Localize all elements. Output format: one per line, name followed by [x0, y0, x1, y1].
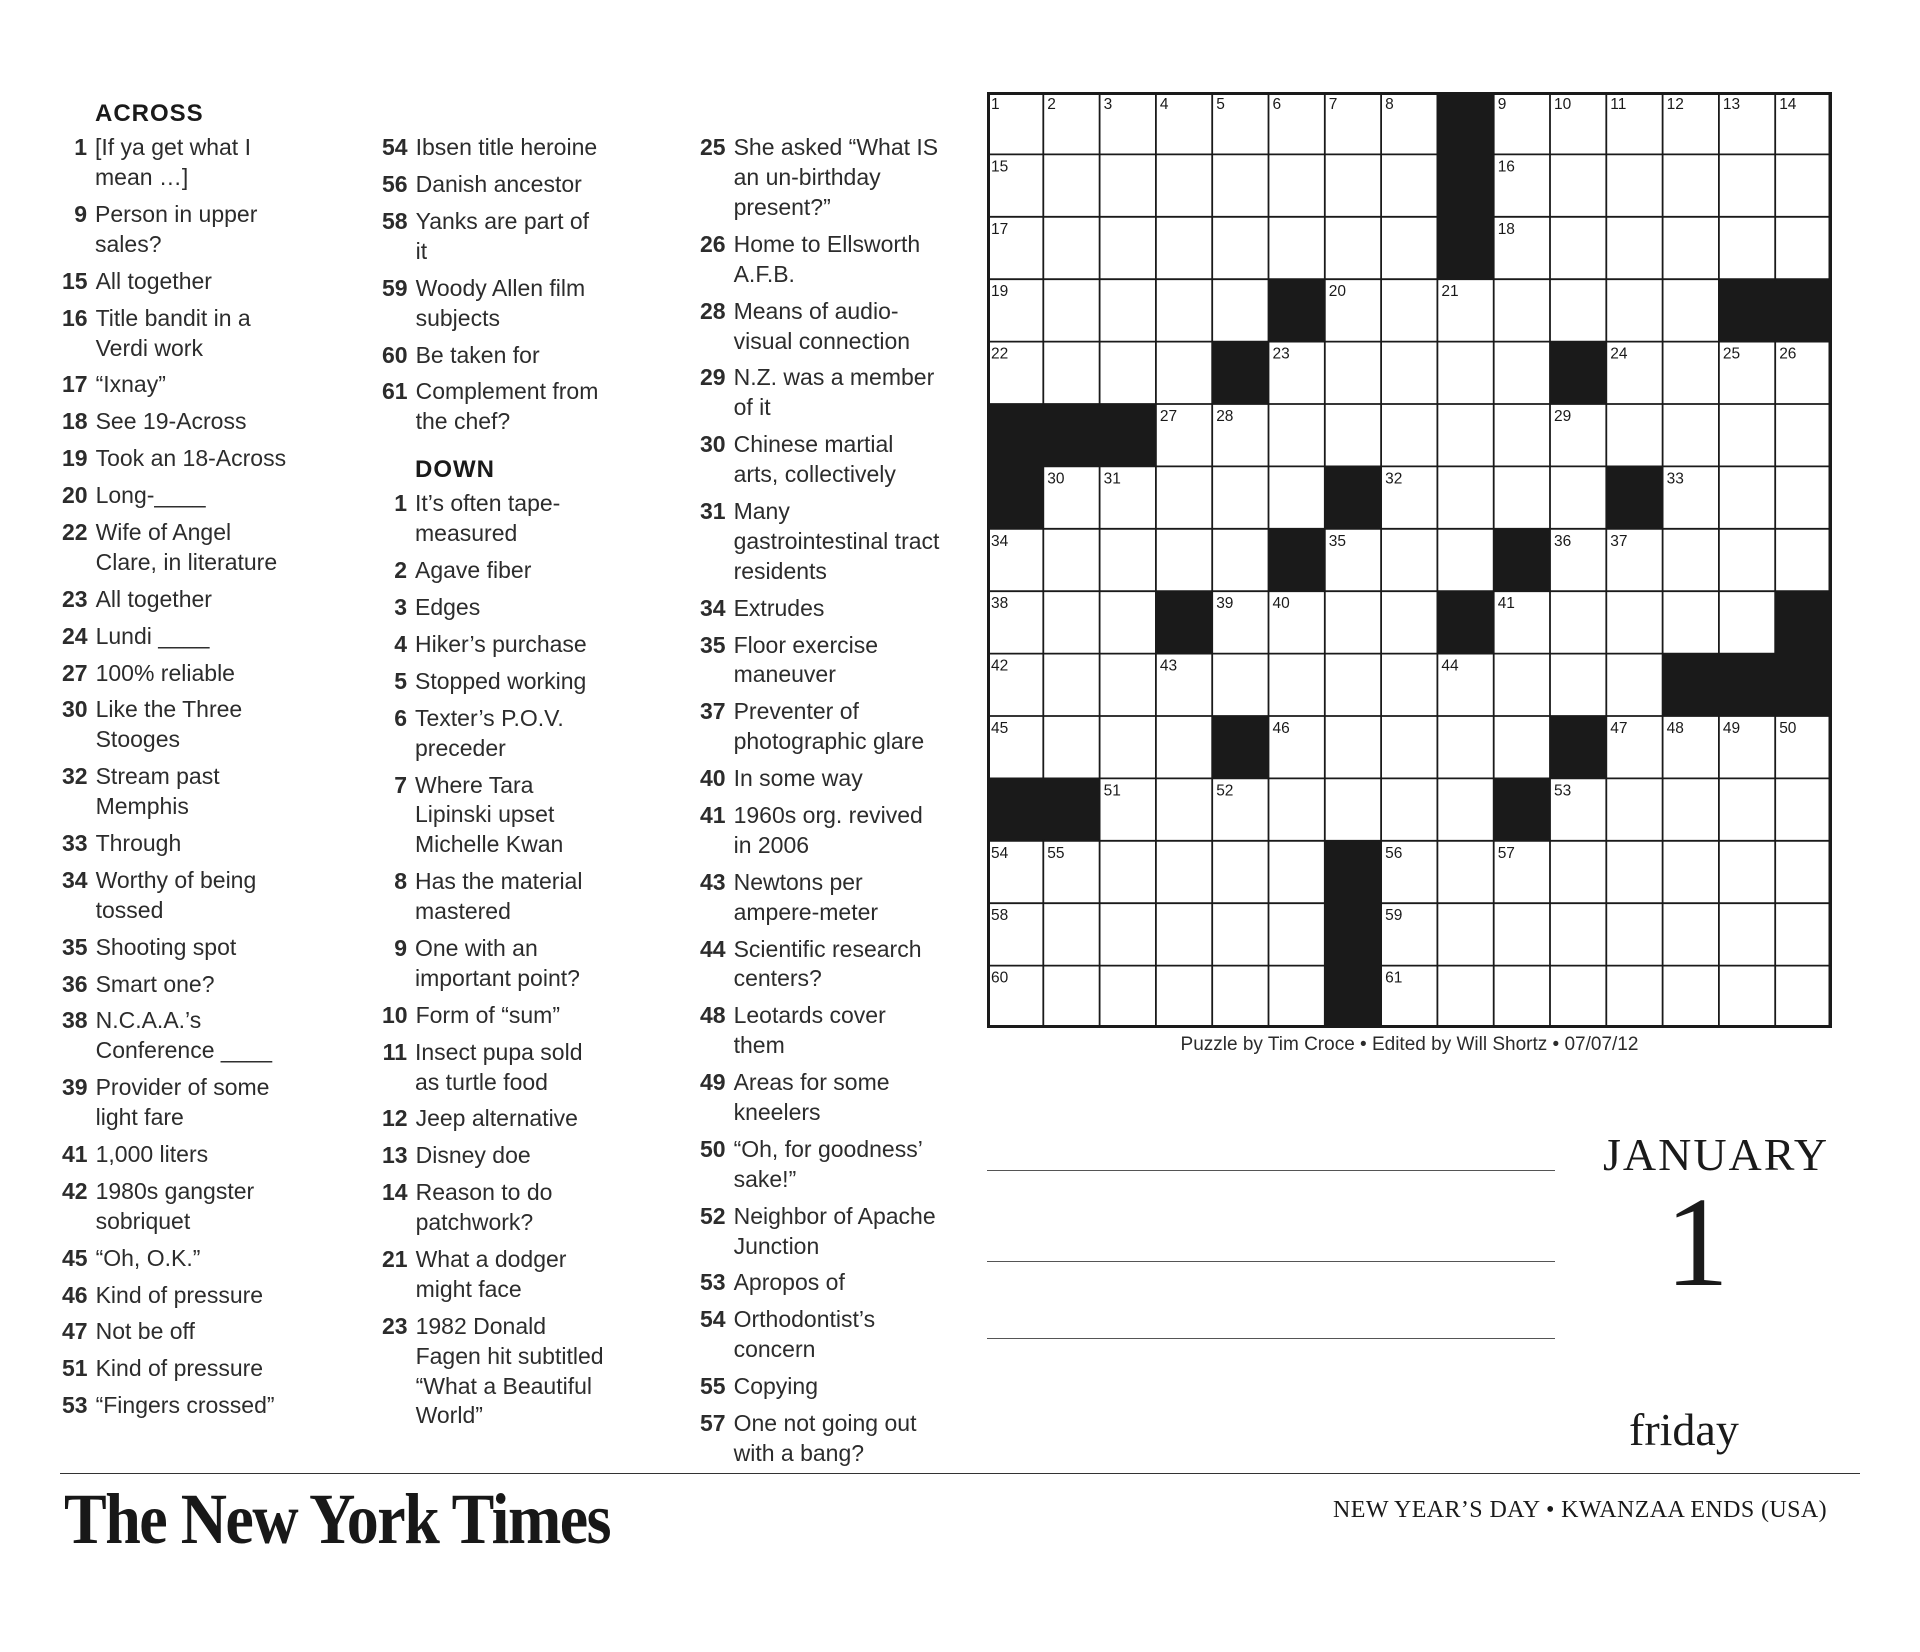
svg-text:4: 4: [1160, 96, 1169, 113]
svg-text:47: 47: [1610, 720, 1627, 737]
svg-text:2: 2: [1047, 96, 1056, 113]
svg-text:23: 23: [1273, 346, 1290, 363]
svg-text:30: 30: [1047, 470, 1065, 487]
svg-text:5: 5: [1216, 96, 1225, 113]
svg-text:13: 13: [1723, 96, 1740, 113]
svg-text:18: 18: [1498, 221, 1515, 238]
svg-text:11: 11: [1610, 96, 1626, 113]
svg-text:14: 14: [1779, 96, 1797, 113]
svg-text:61: 61: [1385, 970, 1402, 987]
svg-text:8: 8: [1385, 96, 1394, 113]
svg-text:20: 20: [1329, 283, 1347, 300]
svg-text:16: 16: [1498, 158, 1515, 175]
svg-text:36: 36: [1554, 533, 1571, 550]
svg-text:48: 48: [1667, 720, 1684, 737]
svg-text:24: 24: [1610, 346, 1628, 363]
svg-text:34: 34: [991, 533, 1009, 550]
svg-text:10: 10: [1554, 96, 1572, 113]
svg-text:37: 37: [1610, 533, 1627, 550]
svg-text:1: 1: [991, 96, 1000, 113]
svg-text:51: 51: [1104, 782, 1121, 799]
svg-text:43: 43: [1160, 658, 1177, 675]
svg-text:57: 57: [1498, 845, 1515, 862]
svg-text:50: 50: [1779, 720, 1797, 737]
svg-text:26: 26: [1779, 346, 1796, 363]
svg-text:7: 7: [1329, 96, 1338, 113]
svg-text:52: 52: [1216, 782, 1233, 799]
svg-text:38: 38: [991, 595, 1008, 612]
svg-text:59: 59: [1385, 907, 1402, 924]
svg-text:53: 53: [1554, 782, 1571, 799]
svg-text:39: 39: [1216, 595, 1233, 612]
svg-text:44: 44: [1441, 658, 1459, 675]
svg-text:15: 15: [991, 158, 1008, 175]
svg-text:46: 46: [1273, 720, 1290, 737]
svg-text:40: 40: [1273, 595, 1291, 612]
svg-text:25: 25: [1723, 346, 1740, 363]
svg-text:29: 29: [1554, 408, 1571, 425]
svg-text:49: 49: [1723, 720, 1740, 737]
svg-text:6: 6: [1273, 96, 1282, 113]
svg-text:17: 17: [991, 221, 1008, 238]
svg-text:32: 32: [1385, 470, 1402, 487]
svg-text:35: 35: [1329, 533, 1346, 550]
svg-text:42: 42: [991, 658, 1008, 675]
svg-text:9: 9: [1498, 96, 1507, 113]
svg-text:21: 21: [1441, 283, 1458, 300]
svg-text:22: 22: [991, 346, 1008, 363]
svg-text:19: 19: [991, 283, 1008, 300]
svg-text:28: 28: [1216, 408, 1233, 425]
svg-text:45: 45: [991, 720, 1008, 737]
svg-text:3: 3: [1104, 96, 1113, 113]
svg-text:60: 60: [991, 970, 1009, 987]
svg-text:56: 56: [1385, 845, 1402, 862]
svg-text:55: 55: [1047, 845, 1064, 862]
svg-text:58: 58: [991, 907, 1008, 924]
svg-text:54: 54: [991, 845, 1009, 862]
svg-text:12: 12: [1667, 96, 1684, 113]
svg-text:27: 27: [1160, 408, 1177, 425]
svg-text:31: 31: [1104, 470, 1121, 487]
svg-text:41: 41: [1498, 595, 1515, 612]
svg-text:33: 33: [1667, 470, 1684, 487]
